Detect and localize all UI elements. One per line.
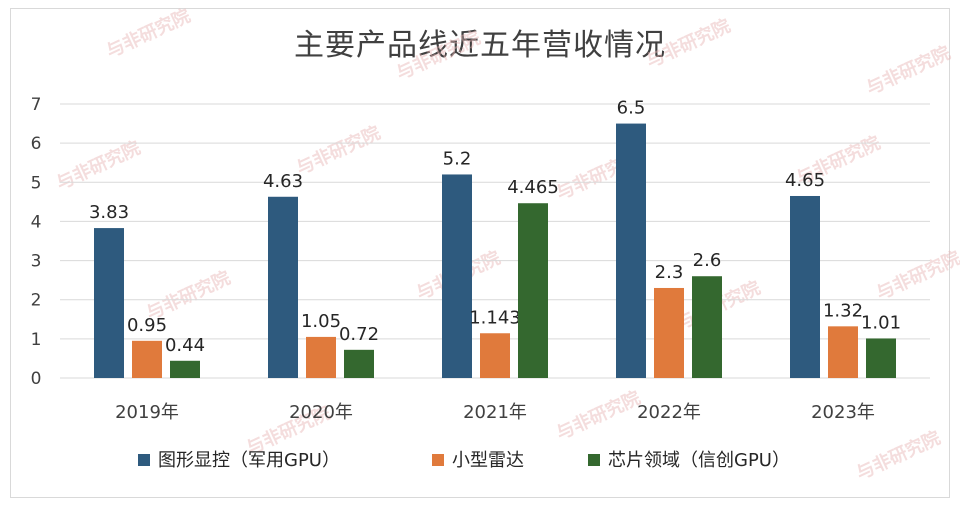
x-tick-label: 2019年 — [115, 402, 179, 423]
y-tick-label: 0 — [31, 369, 42, 389]
data-label: 4.65 — [785, 170, 825, 191]
watermark-text: 与非研究院 — [853, 427, 944, 485]
bar — [616, 123, 646, 378]
data-label: 0.95 — [127, 315, 167, 336]
bar — [828, 326, 858, 378]
legend-swatch — [138, 454, 150, 466]
legend-label: 图形显控（军用GPU） — [158, 450, 340, 471]
bar — [170, 360, 200, 378]
bar — [480, 333, 510, 378]
bar — [306, 336, 336, 378]
x-tick-label: 2021年 — [463, 402, 527, 423]
data-label: 3.83 — [89, 202, 129, 223]
y-tick-label: 5 — [31, 173, 42, 193]
legend-swatch — [588, 454, 600, 466]
bar — [790, 195, 820, 378]
data-label: 1.32 — [823, 300, 863, 321]
data-label: 4.465 — [507, 177, 559, 198]
y-tick-label: 2 — [31, 291, 42, 311]
chart-title: 主要产品线近五年营收情况 — [294, 28, 666, 63]
watermark-text: 与非研究院 — [873, 247, 960, 305]
bar — [132, 340, 162, 378]
legend-label: 小型雷达 — [452, 450, 524, 471]
bar — [866, 338, 896, 378]
data-label: 5.2 — [443, 148, 472, 169]
y-tick-label: 3 — [31, 252, 42, 272]
data-label: 6.5 — [617, 98, 646, 119]
legend-label: 芯片领域（信创GPU） — [608, 450, 790, 471]
data-label: 2.6 — [693, 250, 722, 271]
legend-swatch — [432, 454, 444, 466]
y-tick-label: 6 — [31, 134, 42, 154]
data-label: 1.01 — [861, 312, 901, 333]
watermark-text: 与非研究院 — [553, 387, 644, 445]
bar — [654, 287, 684, 378]
data-label: 2.3 — [655, 262, 684, 283]
data-label: 0.44 — [165, 335, 205, 356]
watermark-text: 与非研究院 — [103, 5, 194, 63]
watermark-text: 与非研究院 — [393, 27, 484, 85]
watermark-text: 与非研究院 — [863, 42, 954, 100]
bar — [268, 196, 298, 378]
bar — [344, 349, 374, 378]
bar — [94, 228, 124, 378]
data-label: 1.143 — [469, 307, 521, 328]
y-tick-label: 1 — [31, 330, 42, 350]
data-label: 0.72 — [339, 324, 379, 345]
watermark-text: 与非研究院 — [643, 15, 734, 73]
x-tick-label: 2020年 — [289, 402, 353, 423]
bar — [692, 276, 722, 378]
data-label: 4.63 — [263, 171, 303, 192]
y-tick-label: 7 — [31, 95, 42, 115]
watermark-text: 与非研究院 — [53, 137, 144, 195]
x-tick-label: 2023年 — [811, 402, 875, 423]
bar — [518, 203, 548, 378]
y-tick-label: 4 — [31, 212, 42, 232]
data-label: 1.05 — [301, 311, 341, 332]
watermark-text: 与非研究院 — [293, 122, 384, 180]
bar — [442, 174, 472, 378]
x-tick-label: 2022年 — [637, 402, 701, 423]
